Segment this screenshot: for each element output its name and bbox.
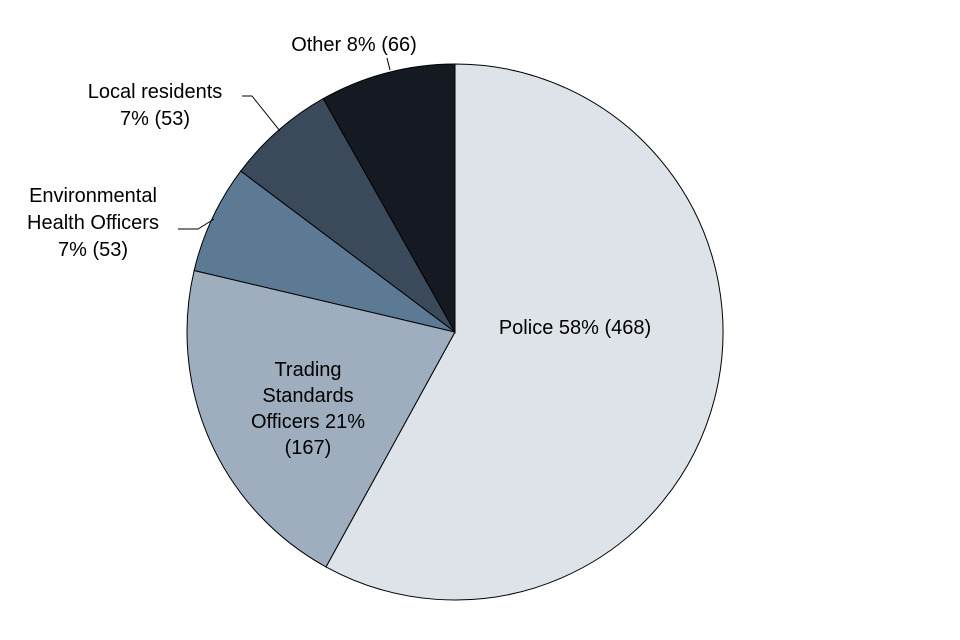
slice-labels: Police 58% (468) Trading Standards Officers… (27, 34, 651, 459)
slice-label-environmental-health-officers: Environmental Health Officers 7% (53) (27, 185, 159, 261)
leader-line-local-residents (242, 95, 281, 132)
pie-slice-environmental-health-officers (193, 170, 456, 333)
pie-slice-other (322, 63, 456, 334)
leader-lines (178, 57, 391, 230)
pie-slice-trading-standards-officers (186, 269, 456, 568)
leader-line-environmental-health-officers (178, 218, 215, 230)
slice-label-trading-standards-officers: Trading Standards Officers 21% (167) (251, 359, 365, 459)
pie-slices (186, 63, 724, 601)
slice-label-police: Police 58% (468) (499, 317, 651, 339)
slice-label-local-residents: Local residents 7% (53) (88, 81, 223, 130)
pie-slice-local-residents (240, 97, 456, 333)
leader-line-other (386, 57, 391, 71)
pie-slice-police (325, 63, 724, 601)
slice-label-other: Other 8% (66) (291, 34, 417, 56)
